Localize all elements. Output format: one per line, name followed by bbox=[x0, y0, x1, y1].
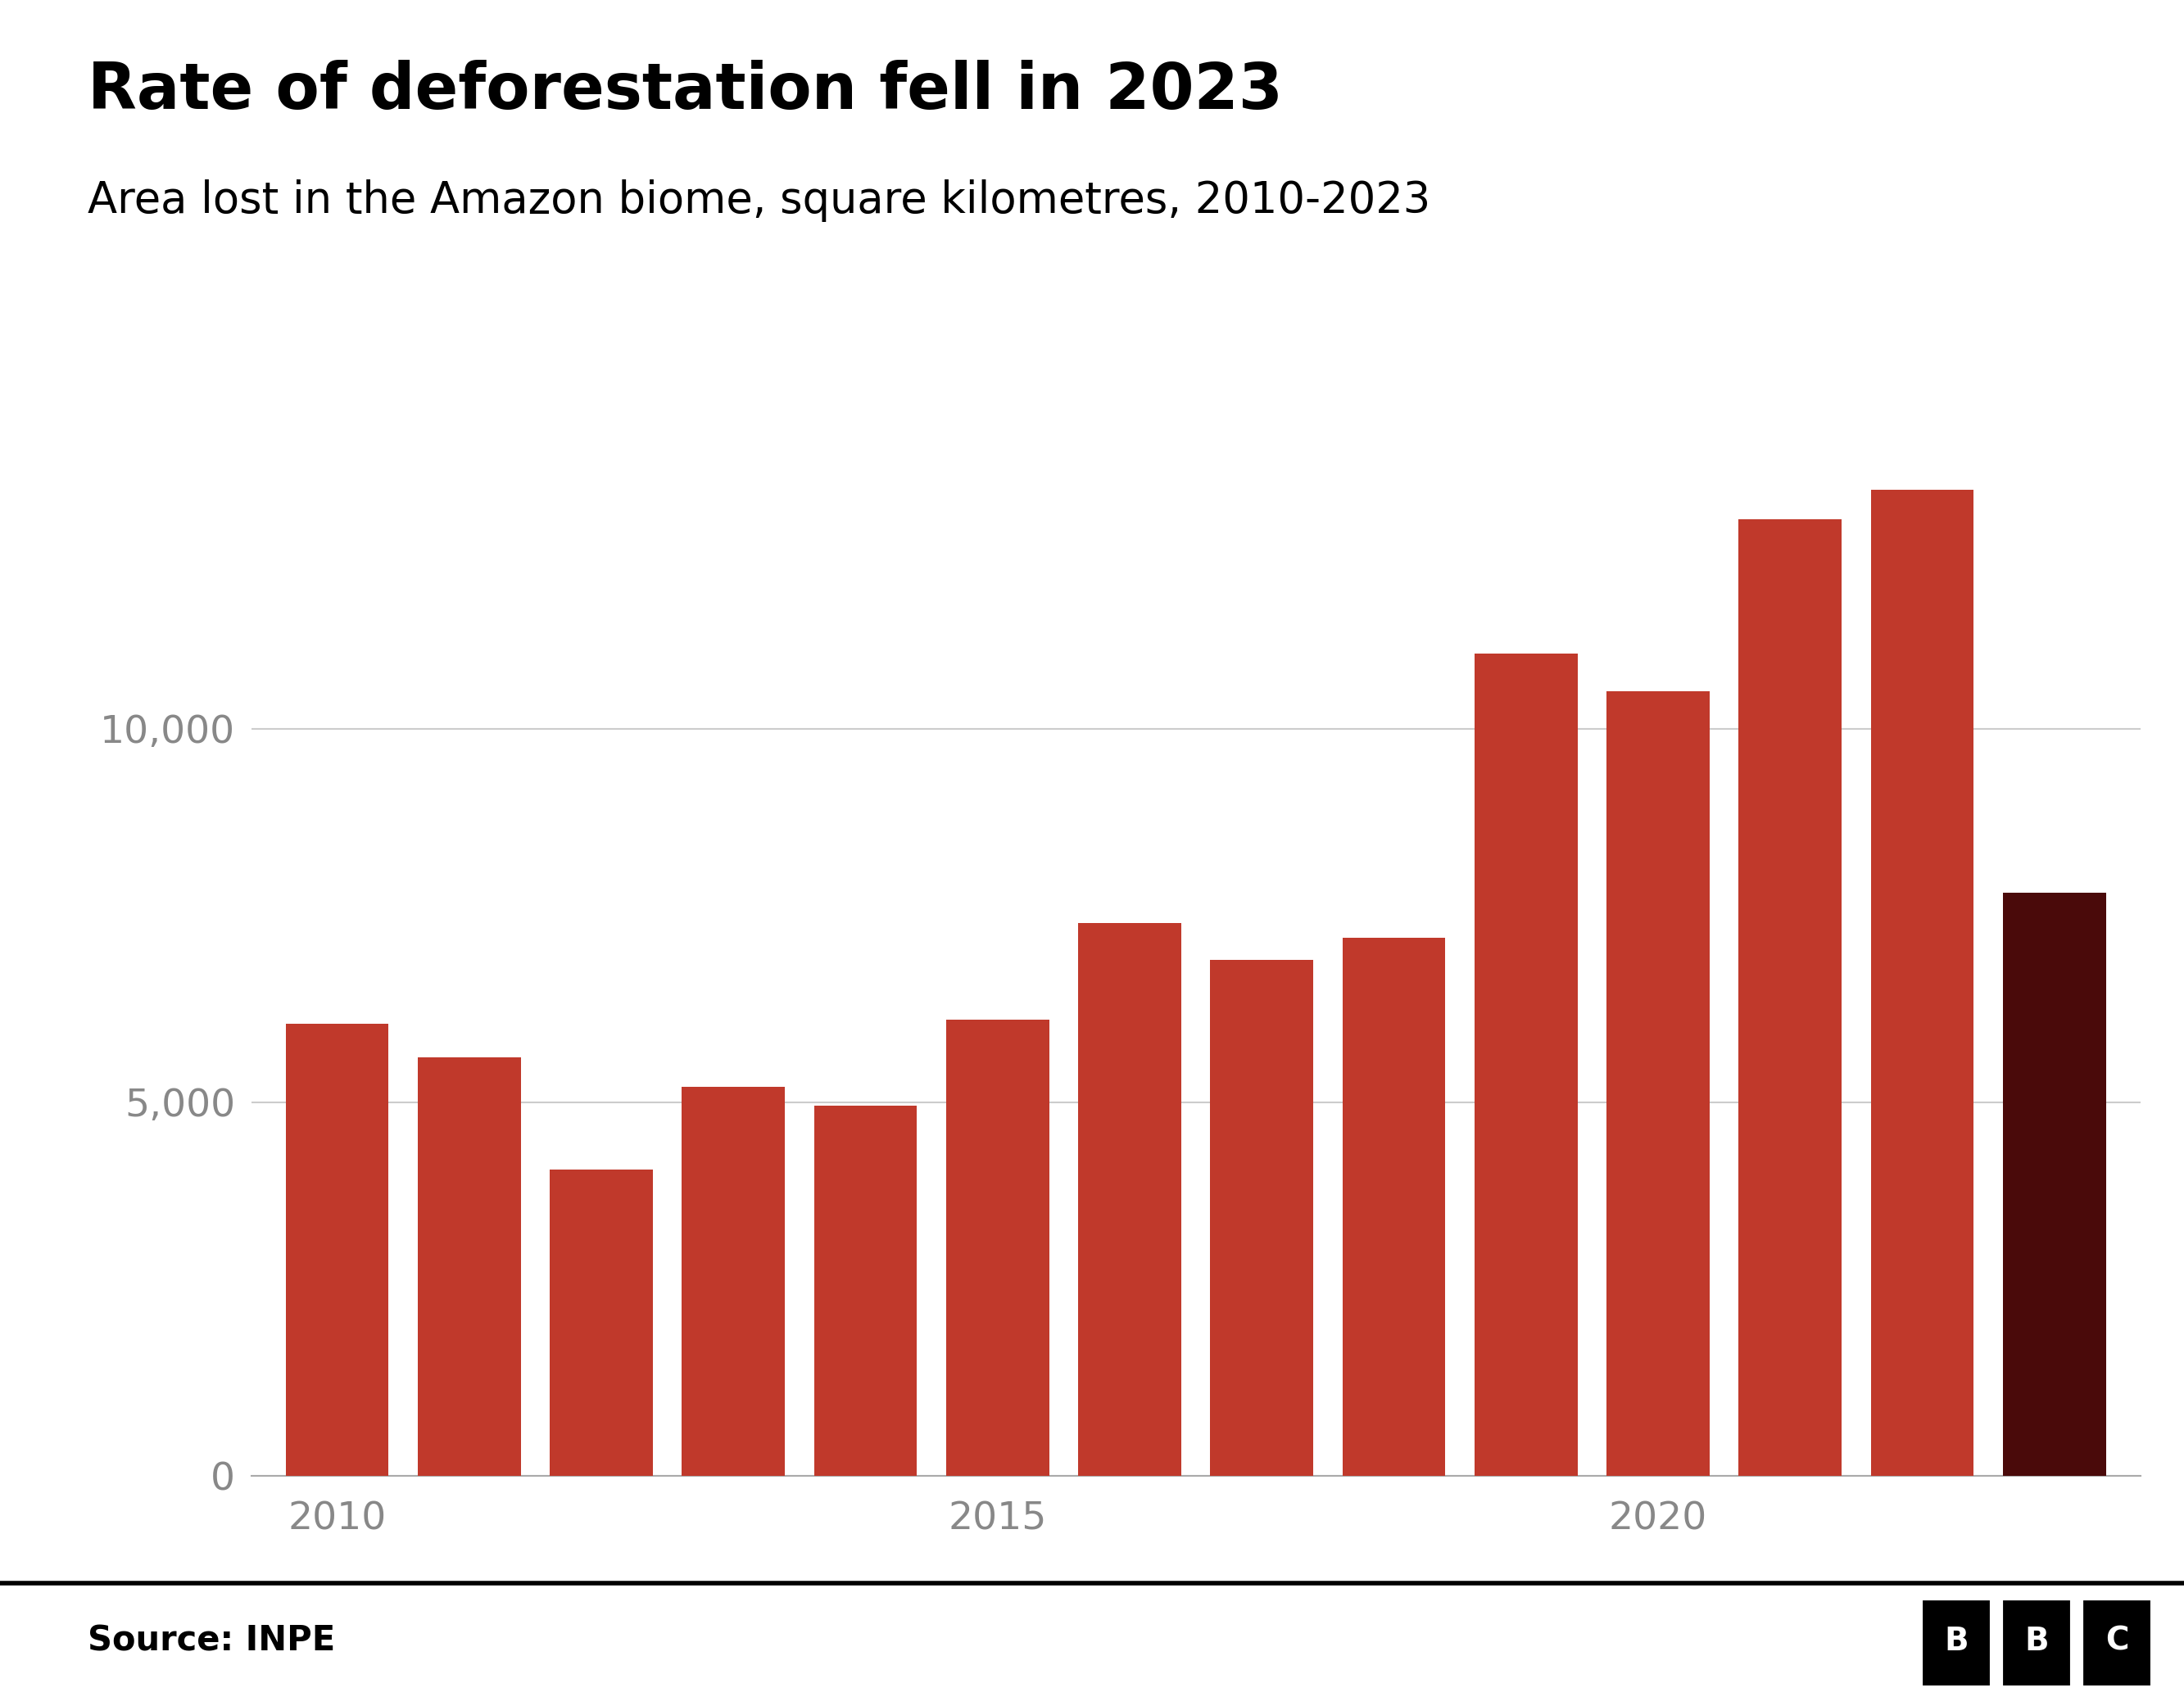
Bar bbox=[1922, 1599, 1992, 1687]
Text: B: B bbox=[2025, 1626, 2049, 1657]
Bar bbox=[1607, 691, 1710, 1476]
Text: B: B bbox=[1944, 1626, 1968, 1657]
Bar bbox=[946, 1020, 1048, 1476]
Bar bbox=[1343, 938, 1446, 1476]
Bar bbox=[286, 1024, 389, 1476]
Bar bbox=[1738, 519, 1841, 1476]
Bar bbox=[550, 1169, 653, 1476]
Bar bbox=[1210, 960, 1313, 1476]
Text: C: C bbox=[2105, 1626, 2129, 1657]
Bar bbox=[1872, 490, 1974, 1476]
Text: Rate of deforestation fell in 2023: Rate of deforestation fell in 2023 bbox=[87, 60, 1282, 121]
Bar bbox=[815, 1105, 917, 1476]
Bar bbox=[1079, 923, 1182, 1476]
Bar bbox=[417, 1058, 520, 1476]
Text: Source: INPE: Source: INPE bbox=[87, 1624, 334, 1658]
Bar bbox=[681, 1087, 784, 1476]
Bar bbox=[2001, 1599, 2073, 1687]
Bar bbox=[1474, 653, 1577, 1476]
Bar bbox=[2003, 892, 2105, 1476]
Bar bbox=[2081, 1599, 2151, 1687]
Text: Area lost in the Amazon biome, square kilometres, 2010-2023: Area lost in the Amazon biome, square ki… bbox=[87, 179, 1431, 222]
